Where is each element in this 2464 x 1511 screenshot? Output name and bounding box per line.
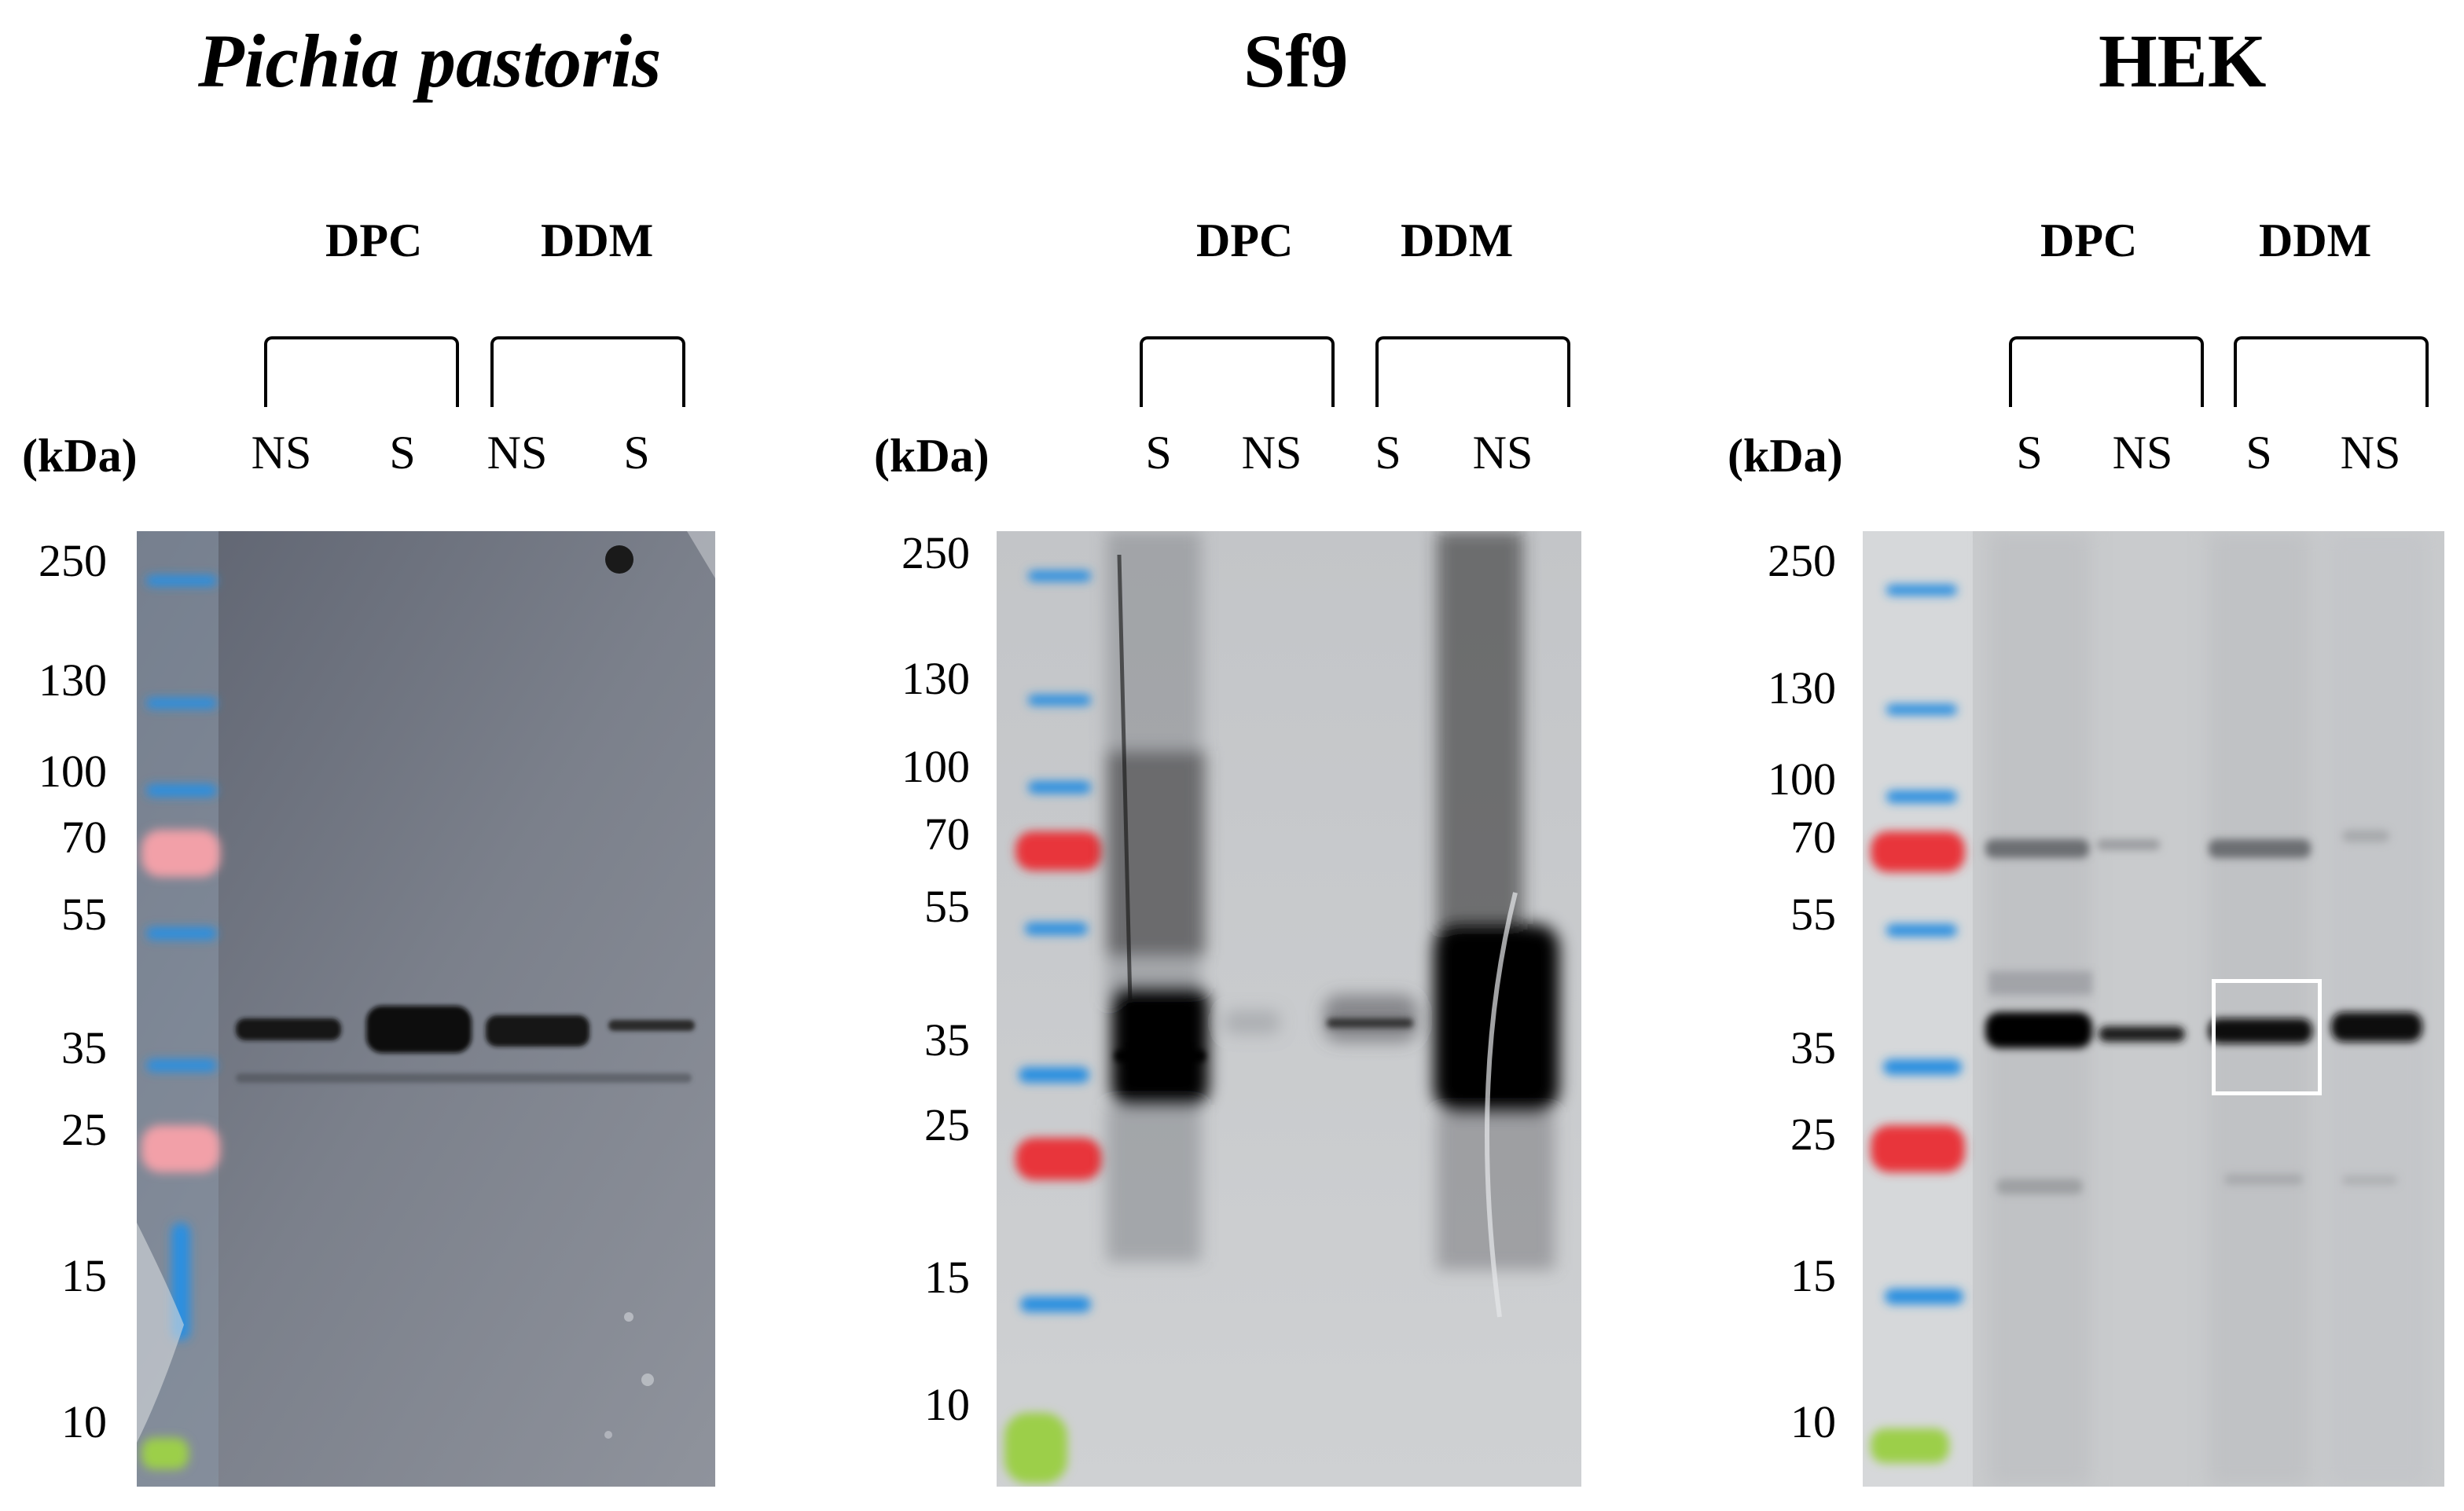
bracket-ddm [1375, 336, 1570, 407]
mw-marker: 250 [1768, 535, 1836, 586]
mw-marker: 10 [1790, 1396, 1836, 1447]
bracket-ddm [2234, 336, 2429, 407]
detergent-label-dpc: DPC [325, 215, 423, 266]
lane-label: NS [251, 427, 312, 479]
mw-marker: 55 [924, 881, 970, 932]
mw-marker: 25 [924, 1099, 970, 1150]
mw-marker: 35 [924, 1014, 970, 1065]
kda-label: (kDa) [874, 430, 990, 482]
kda-label: (kDa) [1728, 430, 1843, 482]
bracket-dpc [264, 336, 459, 407]
mw-marker: 250 [39, 535, 107, 586]
western-blot-image [137, 531, 715, 1487]
highlight-box [2212, 979, 2322, 1095]
mw-marker: 35 [1790, 1022, 1836, 1073]
detergent-label-ddm: DDM [2259, 215, 2372, 266]
panel-title: HEK [2099, 19, 2267, 103]
lane-label: NS [487, 427, 548, 479]
mw-marker: 130 [902, 653, 970, 704]
mw-marker: 15 [61, 1250, 107, 1301]
mw-marker: 130 [1768, 662, 1836, 713]
mw-marker: 250 [902, 527, 970, 578]
lane-label: S [2246, 427, 2272, 479]
bracket-dpc [1140, 336, 1335, 407]
bracket-ddm [490, 336, 685, 407]
mw-marker: 35 [61, 1022, 107, 1073]
mw-marker: 100 [1768, 754, 1836, 805]
mw-marker: 70 [924, 809, 970, 860]
mw-marker: 15 [924, 1252, 970, 1303]
kda-label: (kDa) [22, 430, 138, 482]
western-blot-image [997, 531, 1581, 1487]
mw-marker: 70 [1790, 812, 1836, 863]
mw-marker: 25 [61, 1104, 107, 1155]
mw-marker: 100 [39, 746, 107, 797]
detergent-label-ddm: DDM [541, 215, 654, 266]
detergent-label-dpc: DPC [1196, 215, 1294, 266]
mw-marker: 10 [924, 1379, 970, 1430]
lane-label: S [2016, 427, 2043, 479]
lane-label: NS [1472, 427, 1533, 479]
mw-marker: 70 [61, 812, 107, 863]
lane-label: S [389, 427, 416, 479]
lane-label: NS [1241, 427, 1302, 479]
lane-label: S [1145, 427, 1172, 479]
mw-marker: 130 [39, 655, 107, 706]
panel-title: Pichia pastoris [198, 19, 662, 103]
lane-label: NS [2340, 427, 2401, 479]
mw-marker: 10 [61, 1396, 107, 1447]
mw-marker: 15 [1790, 1250, 1836, 1301]
western-blot-image [1863, 531, 2444, 1487]
lane-label: S [1375, 427, 1401, 479]
mw-marker: 55 [1790, 889, 1836, 940]
mw-marker: 25 [1790, 1109, 1836, 1160]
mw-marker: 55 [61, 889, 107, 940]
detergent-label-ddm: DDM [1401, 215, 1514, 266]
mw-marker: 100 [902, 741, 970, 792]
lane-label: NS [2112, 427, 2173, 479]
lane-label: S [623, 427, 650, 479]
panel-title: Sf9 [1243, 19, 1349, 103]
bracket-dpc [2009, 336, 2204, 407]
detergent-label-dpc: DPC [2040, 215, 2138, 266]
